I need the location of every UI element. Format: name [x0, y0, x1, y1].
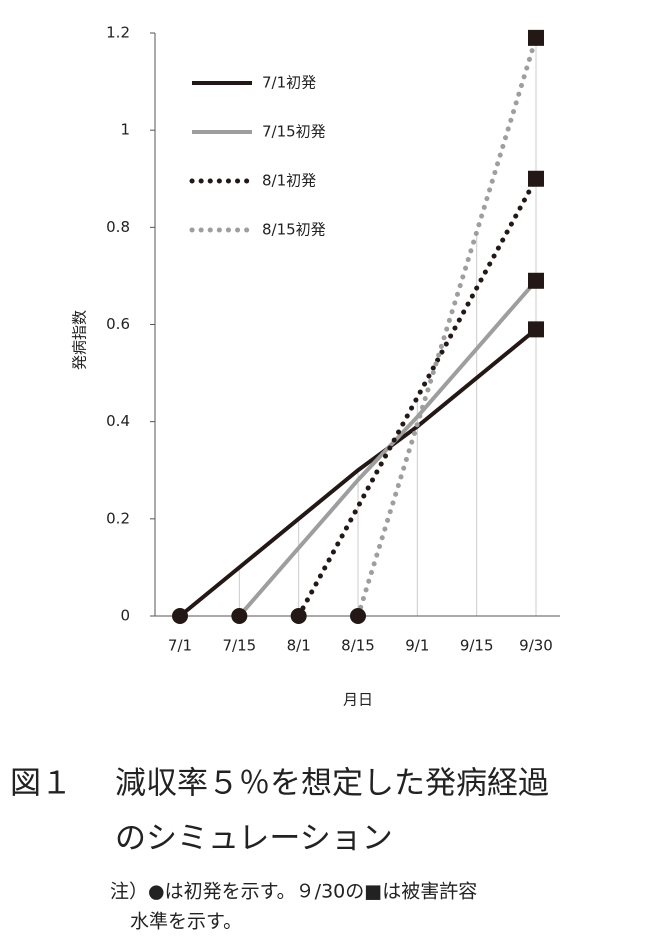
start-marker: [290, 608, 307, 624]
caption: 減収率５％を想定した発病経過: [115, 766, 549, 802]
legend-label: 7/1初発: [262, 74, 316, 92]
legend-label: 7/15初発: [262, 123, 326, 141]
y-tick-label: 0.4: [106, 412, 130, 430]
end-marker: [528, 29, 544, 46]
start-marker: [172, 608, 188, 624]
caption-label: 図１: [10, 766, 72, 802]
legend-label: 8/1初発: [262, 172, 316, 190]
series-line: [355, 35, 539, 619]
x-tick-label: 8/15: [341, 637, 375, 655]
y-tick-label: 0.8: [106, 218, 130, 236]
x-tick-label: 8/1: [287, 637, 311, 655]
x-tick-label: 9/15: [460, 637, 494, 655]
y-tick-label: 0.6: [106, 315, 130, 333]
end-marker: [528, 272, 544, 289]
x-tick-label: 9/1: [405, 637, 429, 655]
y-tick-label: 0: [120, 607, 130, 625]
x-tick-label: 7/15: [222, 637, 256, 655]
x-tick-label: 7/1: [168, 637, 192, 655]
start-marker: [231, 608, 248, 624]
series-line: [296, 176, 539, 619]
x-tick-label: 9/30: [519, 637, 553, 655]
end-marker: [528, 321, 544, 338]
end-marker: [528, 170, 544, 187]
legend-label: 8/15初発: [262, 221, 326, 239]
note: 水準を示す。: [130, 911, 242, 933]
x-axis-label: 月日: [343, 691, 373, 709]
y-tick-label: 1: [120, 121, 130, 139]
note: 注）●は初発を示す。９/30の■は被害許容: [110, 881, 477, 903]
start-marker: [350, 608, 366, 624]
y-tick-label: 1.2: [106, 24, 130, 42]
y-tick-label: 0.2: [106, 509, 130, 527]
caption: のシミュレーション: [115, 821, 393, 857]
y-axis-label: 発病指数: [71, 310, 89, 370]
series-line: [178, 327, 538, 618]
